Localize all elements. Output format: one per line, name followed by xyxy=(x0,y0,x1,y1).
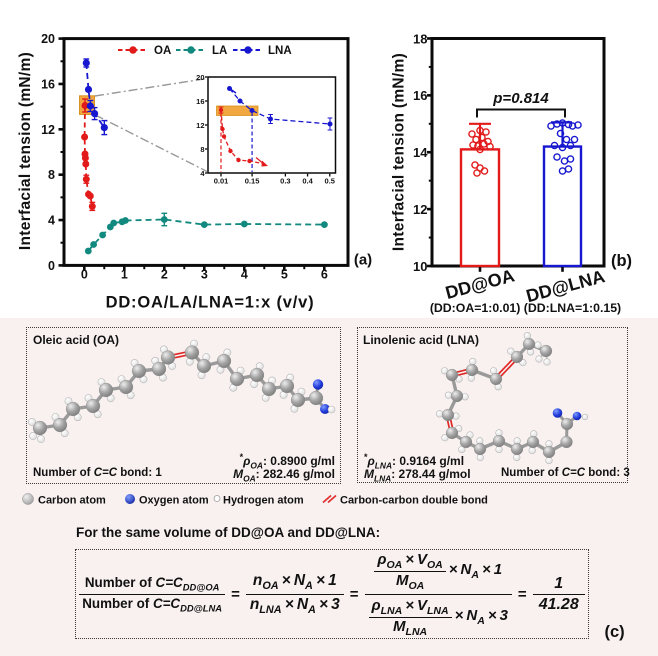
svg-text:14: 14 xyxy=(413,145,428,160)
svg-text:Hydrogen atom: Hydrogen atom xyxy=(223,495,304,507)
svg-text:8: 8 xyxy=(48,168,55,182)
svg-text:0: 0 xyxy=(48,259,55,273)
svg-text:4: 4 xyxy=(200,169,205,178)
svg-text:Carbon-carbon double bond: Carbon-carbon double bond xyxy=(340,495,488,507)
svg-text:2: 2 xyxy=(161,268,168,282)
svg-text:DD:OA/LA/LNA=1:x (v/v): DD:OA/LA/LNA=1:x (v/v) xyxy=(106,294,315,312)
svg-text:1: 1 xyxy=(121,268,128,282)
svg-text:0.5: 0.5 xyxy=(325,177,335,186)
svg-text:16: 16 xyxy=(413,88,427,103)
svg-text:0: 0 xyxy=(81,268,88,282)
svg-text:12: 12 xyxy=(413,202,427,217)
svg-text:4: 4 xyxy=(48,214,55,228)
svg-text:p=0.814: p=0.814 xyxy=(492,90,549,107)
svg-text:OA: OA xyxy=(154,45,171,57)
svg-text:Interfacial tension (mN/m): Interfacial tension (mN/m) xyxy=(391,53,408,251)
svg-text:12: 12 xyxy=(196,121,204,130)
svg-text:0.01: 0.01 xyxy=(214,177,229,186)
svg-text:6: 6 xyxy=(321,268,328,282)
svg-text:3: 3 xyxy=(201,268,208,282)
svg-text:8: 8 xyxy=(200,145,204,154)
svg-text:4: 4 xyxy=(241,268,248,282)
svg-text:16: 16 xyxy=(196,97,204,106)
svg-text:LA: LA xyxy=(212,45,227,57)
svg-text:Oxygen atom: Oxygen atom xyxy=(139,495,209,507)
svg-text:(a): (a) xyxy=(354,252,372,269)
svg-text:0.3: 0.3 xyxy=(280,177,290,186)
svg-text:20: 20 xyxy=(196,73,204,82)
svg-text:(b): (b) xyxy=(611,252,632,270)
svg-text:Carbon atom: Carbon atom xyxy=(38,495,106,507)
svg-text:Interfacial tension (mN/m): Interfacial tension (mN/m) xyxy=(17,52,34,250)
svg-text:18: 18 xyxy=(413,31,427,46)
svg-text:LNA: LNA xyxy=(268,45,292,57)
svg-text:12: 12 xyxy=(41,123,55,137)
svg-text:0.4: 0.4 xyxy=(302,177,313,186)
svg-text:16: 16 xyxy=(41,77,55,91)
svg-text:20: 20 xyxy=(41,32,55,46)
svg-text:10: 10 xyxy=(413,259,427,274)
svg-text:(DD:OA=1:0.01) (DD:LNA=1:0.15): (DD:OA=1:0.01) (DD:LNA=1:0.15) xyxy=(430,301,621,315)
svg-text:0.15: 0.15 xyxy=(245,177,260,186)
svg-text:5: 5 xyxy=(281,268,288,282)
